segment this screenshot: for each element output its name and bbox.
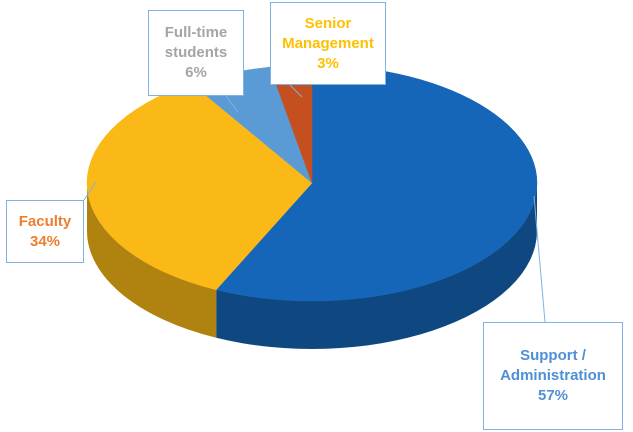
slice <box>86 83 313 291</box>
data-label: Full-time students 6% <box>148 10 244 96</box>
leader-line <box>225 95 239 113</box>
leader-line <box>289 84 303 98</box>
category-label: Senior Management <box>282 14 374 52</box>
leader-line <box>83 181 97 201</box>
value-label: 6% <box>185 64 207 81</box>
value-label: 34% <box>29 232 61 250</box>
leader-line <box>533 195 546 323</box>
slice <box>215 64 538 302</box>
slice-side <box>216 183 538 349</box>
category-label: Support / Administration <box>500 347 606 384</box>
data-label: Senior Management 3% <box>270 2 386 85</box>
value-label: 57% <box>537 387 569 404</box>
category-label: Full-time students <box>164 24 228 61</box>
value-label: 3% <box>317 54 339 72</box>
data-label: Support / Administration 57% <box>483 322 623 430</box>
data-label: Faculty 34% <box>6 200 84 263</box>
category-label: Faculty <box>18 212 72 230</box>
slice-side <box>87 183 217 338</box>
